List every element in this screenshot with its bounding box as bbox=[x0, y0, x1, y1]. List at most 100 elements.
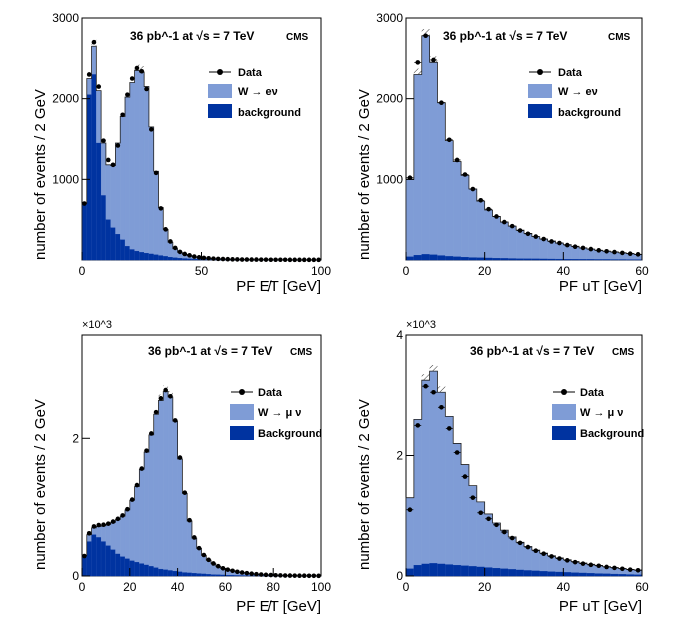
background-bar bbox=[500, 568, 509, 577]
legend-signal-swatch bbox=[552, 404, 576, 420]
background-bar bbox=[177, 571, 183, 577]
legend-background-label: Background bbox=[258, 428, 322, 440]
signal-bar bbox=[153, 414, 159, 577]
data-point bbox=[502, 529, 507, 535]
background-bar bbox=[563, 572, 572, 577]
signal-bar bbox=[191, 537, 197, 577]
data-point bbox=[494, 214, 499, 219]
legend-signal-swatch bbox=[208, 84, 232, 98]
data-point bbox=[580, 245, 586, 251]
signal-bar bbox=[158, 207, 164, 261]
legend: Data W → eν background bbox=[528, 67, 621, 119]
total-outline bbox=[405, 370, 643, 576]
background-bar bbox=[129, 249, 135, 261]
data-point bbox=[263, 572, 269, 578]
data-point bbox=[278, 573, 283, 578]
data-point bbox=[168, 393, 173, 399]
data-point bbox=[301, 257, 307, 263]
data-point bbox=[235, 257, 240, 262]
data-point bbox=[196, 545, 202, 551]
uncertainty-band bbox=[437, 386, 446, 393]
data-point bbox=[282, 573, 288, 578]
background-bar bbox=[633, 574, 643, 577]
data-point bbox=[287, 573, 293, 578]
data-point bbox=[129, 76, 135, 81]
experiment-label: CMS bbox=[290, 347, 313, 358]
data-point bbox=[201, 552, 207, 558]
background-bar bbox=[602, 573, 611, 577]
background-bar bbox=[129, 560, 135, 577]
legend-signal-label: W → eν bbox=[238, 86, 278, 98]
data-point bbox=[612, 565, 617, 571]
background-bar bbox=[143, 564, 150, 577]
background-bar bbox=[110, 227, 116, 261]
background-bar bbox=[563, 259, 572, 261]
data-point bbox=[258, 572, 264, 577]
panel-top-right: 0 20 40 60 1000 2000 3000 36 pb^-1 at √s = 7 T… bbox=[356, 11, 649, 295]
data-point bbox=[139, 466, 145, 471]
data-point bbox=[153, 409, 159, 415]
data-point bbox=[134, 65, 140, 71]
data-point bbox=[297, 257, 302, 263]
data-point bbox=[96, 522, 102, 528]
background-bar bbox=[413, 565, 422, 577]
x-axis-label: PF E̸T [GeV] bbox=[236, 278, 321, 295]
background-bar bbox=[153, 567, 159, 577]
data-point bbox=[486, 516, 491, 522]
legend-background-label: background bbox=[558, 107, 621, 119]
x-tick-label: 100 bbox=[311, 264, 331, 278]
data-point bbox=[101, 138, 106, 143]
data-point bbox=[192, 535, 197, 540]
background-bar bbox=[134, 562, 140, 577]
axis-ticks: 0 20 40 60 80 100 0 2 bbox=[72, 431, 331, 594]
data-point bbox=[604, 248, 609, 254]
background-bar bbox=[594, 259, 603, 261]
background-bar bbox=[124, 246, 130, 261]
data-points bbox=[82, 387, 321, 579]
data-point bbox=[604, 564, 609, 570]
legend-background-swatch bbox=[528, 104, 552, 118]
data-point bbox=[446, 137, 452, 143]
data-point bbox=[306, 573, 312, 579]
data-point bbox=[86, 531, 92, 536]
background-bar bbox=[81, 203, 87, 261]
data-point bbox=[206, 256, 211, 261]
data-points bbox=[406, 383, 642, 573]
signal-bar bbox=[453, 161, 462, 261]
y-tick-label: 3000 bbox=[376, 11, 403, 25]
background-bar bbox=[578, 572, 588, 577]
x-tick-label: 60 bbox=[635, 580, 649, 594]
background-bar bbox=[500, 258, 509, 261]
data-point bbox=[125, 92, 130, 97]
histogram-bars bbox=[405, 29, 643, 261]
data-point bbox=[158, 206, 164, 211]
data-point bbox=[572, 244, 578, 249]
signal-bar bbox=[158, 400, 164, 577]
x-tick-label: 20 bbox=[478, 580, 492, 594]
data-point bbox=[478, 198, 484, 203]
background-bar bbox=[547, 258, 556, 261]
background-bar bbox=[225, 575, 231, 577]
data-point bbox=[292, 257, 298, 263]
background-bar bbox=[508, 569, 517, 577]
data-point bbox=[149, 127, 154, 132]
background-bar bbox=[445, 564, 454, 577]
data-point bbox=[635, 252, 641, 257]
data-point bbox=[572, 559, 578, 565]
data-point bbox=[588, 246, 594, 252]
data-point bbox=[153, 170, 159, 176]
background-bar bbox=[115, 553, 121, 577]
signal-bar bbox=[143, 86, 150, 261]
uncertainty-band bbox=[421, 29, 430, 36]
legend-data-label: Data bbox=[258, 387, 283, 399]
signal-bar bbox=[445, 140, 454, 261]
y-tick-label: 3000 bbox=[52, 11, 79, 25]
background-bar bbox=[139, 563, 145, 577]
data-point bbox=[235, 569, 240, 575]
signal-bar bbox=[468, 188, 477, 261]
x-tick-label: 60 bbox=[635, 264, 649, 278]
data-point bbox=[268, 257, 274, 263]
data-point bbox=[196, 255, 202, 260]
x-tick-label: 50 bbox=[195, 264, 209, 278]
